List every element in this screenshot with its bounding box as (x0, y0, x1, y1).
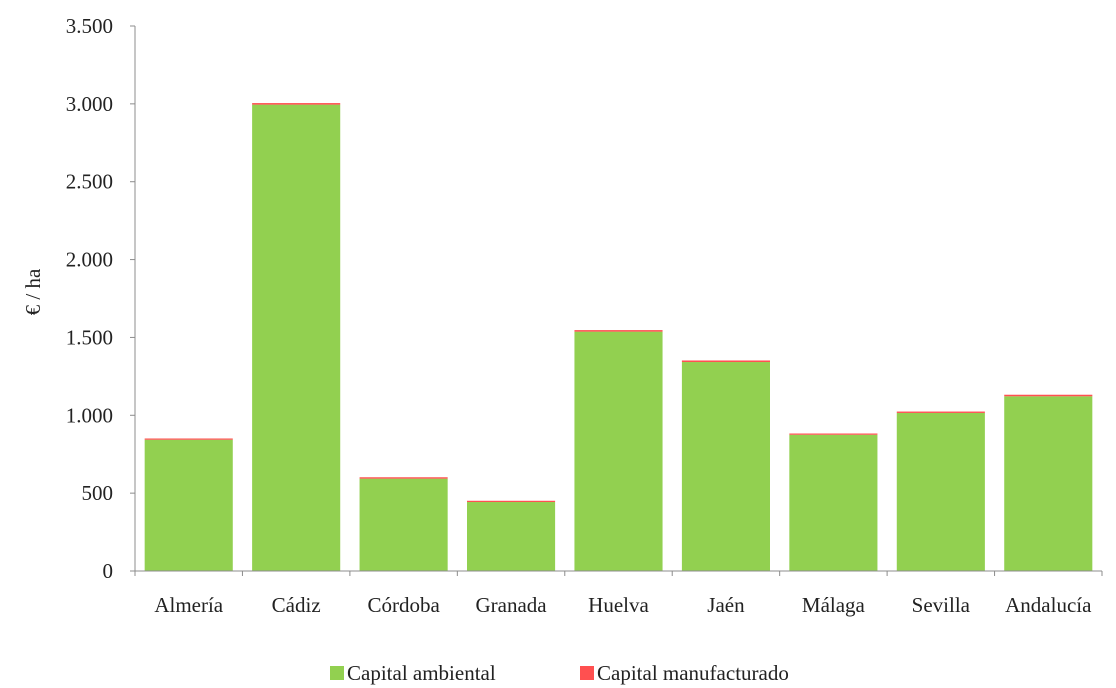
y-tick-label: 2.000 (66, 248, 113, 272)
y-tick-label: 3.000 (66, 92, 113, 116)
bar-capital-ambiental-granada (467, 502, 556, 571)
legend-item-capital-ambiental: Capital ambiental (330, 661, 496, 685)
bars (144, 103, 1093, 571)
y-tick-label: 1.500 (66, 325, 113, 349)
bar-capital-manufacturado-andalucia (1004, 394, 1093, 397)
bar-group-huelva (574, 330, 663, 571)
bar-capital-manufacturado-jaen (681, 360, 770, 363)
bar-capital-manufacturado-cordoba (359, 477, 448, 479)
x-tick-label: Sevilla (912, 593, 971, 617)
bar-capital-ambiental-cordoba (359, 478, 448, 571)
bar-group-cordoba (359, 477, 448, 571)
bar-capital-ambiental-jaen (681, 362, 770, 571)
bar-capital-ambiental-malaga (789, 434, 878, 571)
y-tick-label: 0 (103, 559, 114, 583)
bar-group-almeria (144, 438, 233, 571)
x-tick-label: Cádiz (272, 593, 321, 617)
x-tick-label: Almería (154, 593, 223, 617)
bar-capital-manufacturado-granada (467, 500, 556, 503)
bar-group-sevilla (896, 411, 985, 571)
bar-capital-ambiental-almeria (144, 439, 233, 571)
plot-area: 0 500 1.000 1.500 2.000 2.500 3.000 3.500 Almer… (66, 14, 1103, 617)
legend-label: Capital manufacturado (597, 661, 789, 685)
y-tick-label: 3.500 (66, 14, 113, 38)
legend-swatch (330, 666, 344, 680)
x-tick-label: Jaén (707, 593, 745, 617)
y-tick-label: 2.500 (66, 170, 113, 194)
x-ticks: Almería Cádiz Córdoba Granada Huelva Jaén Mála… (134, 571, 1103, 617)
bar-capital-ambiental-cadiz (252, 104, 341, 571)
bar-group-jaen (681, 360, 770, 571)
bar-capital-manufacturado-sevilla (896, 411, 985, 413)
legend: Capital ambiental Capital manufacturado (330, 661, 789, 685)
x-tick-label: Málaga (802, 593, 866, 617)
y-tick-label: 1.000 (66, 403, 113, 427)
y-axis-title: € / ha (21, 268, 45, 315)
legend-label: Capital ambiental (347, 661, 496, 685)
bar-capital-manufacturado-cadiz (252, 103, 341, 105)
x-tick-label: Huelva (588, 593, 649, 617)
legend-swatch (580, 666, 594, 680)
bar-capital-ambiental-sevilla (896, 412, 985, 571)
legend-item-capital-manufacturado: Capital manufacturado (580, 661, 789, 685)
bar-capital-ambiental-andalucia (1004, 396, 1093, 571)
bar-capital-manufacturado-almeria (144, 438, 233, 440)
y-ticks: 0 500 1.000 1.500 2.000 2.500 3.000 3.500 (66, 14, 135, 583)
bar-capital-manufacturado-huelva (574, 330, 663, 332)
bar-group-malaga (789, 433, 878, 571)
bar-capital-manufacturado-malaga (789, 433, 878, 435)
bar-group-cadiz (252, 103, 341, 571)
bar-capital-ambiental-huelva (574, 331, 663, 571)
x-tick-label: Andalucía (1005, 593, 1092, 617)
y-tick-label: 500 (82, 481, 114, 505)
x-tick-label: Granada (475, 593, 547, 617)
x-tick-label: Córdoba (367, 593, 440, 617)
bar-group-andalucia (1004, 394, 1093, 571)
bar-group-granada (467, 500, 556, 571)
